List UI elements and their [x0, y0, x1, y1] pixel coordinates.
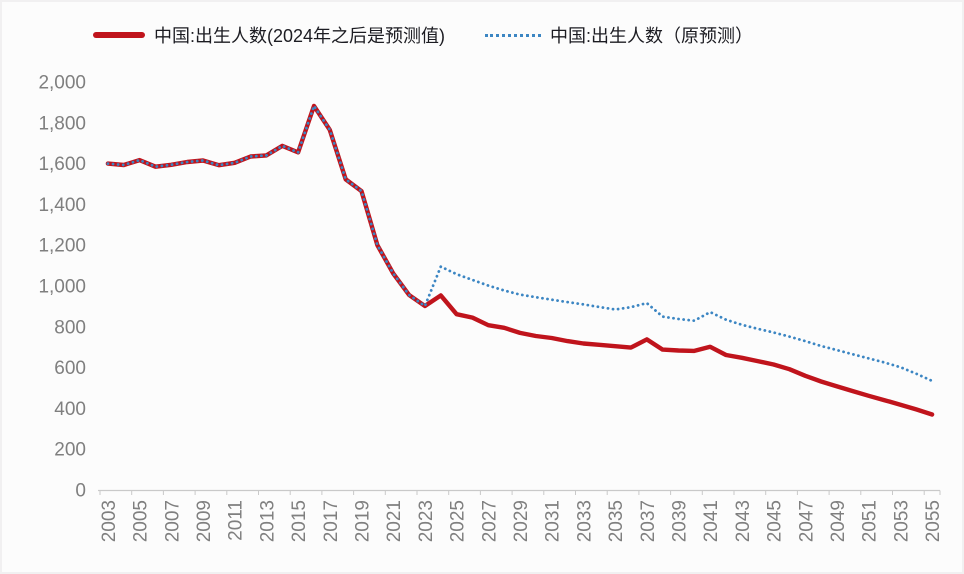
- x-axis-label: 2031: [543, 500, 564, 542]
- x-axis-label: 2043: [733, 500, 754, 542]
- x-axis-label: 2003: [99, 500, 120, 542]
- x-axis-label: 2011: [226, 500, 247, 541]
- x-axis-label: 2027: [479, 500, 500, 542]
- x-axis-label: 2023: [416, 500, 437, 542]
- x-axis-label: 2045: [765, 500, 786, 542]
- x-axis-label: 2025: [448, 500, 469, 542]
- y-axis-label: 2,000: [38, 73, 86, 94]
- x-axis-label: 2055: [923, 500, 944, 542]
- chart-legend: 中国:出生人数(2024年之后是预测值) 中国:出生人数（原预测）: [0, 22, 964, 48]
- x-axis-label: 2033: [574, 500, 595, 542]
- y-axis-label: 400: [54, 399, 86, 420]
- y-axis-label: 1,400: [38, 195, 86, 216]
- x-axis-label: 2051: [860, 500, 881, 542]
- y-axis-label: 600: [54, 358, 86, 379]
- x-axis-label: 2049: [828, 500, 849, 542]
- x-axis-label: 2019: [353, 500, 374, 542]
- x-axis-label: 2047: [796, 500, 817, 542]
- x-axis-label: 2009: [194, 500, 215, 542]
- x-axis-label: 2013: [257, 500, 278, 542]
- x-axis-label: 2017: [321, 500, 342, 542]
- y-axis-label: 0: [75, 481, 86, 502]
- y-axis-label: 1,600: [38, 154, 86, 175]
- series-original-forecast: [106, 104, 934, 383]
- series-actual-and-forecast: [105, 103, 935, 417]
- legend-red-line-icon: [92, 32, 145, 38]
- x-axis-label: 2015: [289, 500, 310, 542]
- legend-label-original-forecast: 中国:出生人数（原预测）: [550, 26, 754, 46]
- y-axis-label: 800: [54, 317, 86, 338]
- x-axis-label: 2007: [162, 500, 183, 542]
- y-axis-label: 1,000: [38, 277, 86, 298]
- y-axis-label: 1,200: [38, 236, 86, 257]
- x-axis-label: 2021: [384, 500, 405, 542]
- x-axis-label: 2053: [891, 500, 912, 542]
- x-axis-label: 2005: [131, 500, 152, 542]
- x-axis-label: 2041: [701, 500, 722, 542]
- x-axis-label: 2035: [606, 500, 627, 542]
- legend-item-original-forecast: 中国:出生人数（原预测）: [485, 22, 753, 48]
- x-axis-label: 2039: [670, 500, 691, 542]
- legend-label-actual-forecast: 中国:出生人数(2024年之后是预测值): [153, 26, 446, 46]
- y-axis-label: 200: [54, 440, 86, 461]
- x-axis-label: 2037: [638, 500, 659, 542]
- legend-blue-dotted-line-icon: [485, 33, 542, 37]
- x-axis-label: 2029: [511, 500, 532, 542]
- legend-item-actual-forecast: 中国:出生人数(2024年之后是预测值): [92, 22, 446, 48]
- y-axis-label: 1,800: [38, 113, 86, 134]
